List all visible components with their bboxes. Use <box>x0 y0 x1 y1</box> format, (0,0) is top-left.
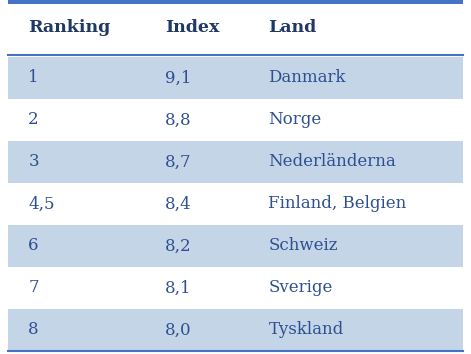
Text: 8,4: 8,4 <box>165 195 192 212</box>
Text: 4,5: 4,5 <box>28 195 55 212</box>
Text: 9,1: 9,1 <box>165 69 191 86</box>
Text: 8,7: 8,7 <box>165 154 192 171</box>
Text: Norge: Norge <box>268 112 322 129</box>
Bar <box>8 99 463 141</box>
Text: Nederländerna: Nederländerna <box>268 154 396 171</box>
Bar <box>8 267 463 309</box>
Text: Land: Land <box>268 19 317 36</box>
Text: Danmark: Danmark <box>268 69 346 86</box>
Text: 8,8: 8,8 <box>165 112 192 129</box>
Bar <box>8 225 463 267</box>
Text: 3: 3 <box>28 154 39 171</box>
Text: Finland, Belgien: Finland, Belgien <box>268 195 407 212</box>
Text: Sverige: Sverige <box>268 280 333 297</box>
Text: Tyskland: Tyskland <box>268 321 344 338</box>
Bar <box>8 0 463 4</box>
Text: 8,1: 8,1 <box>165 280 192 297</box>
Text: 8: 8 <box>28 321 39 338</box>
Text: Index: Index <box>165 19 219 36</box>
Bar <box>8 4 463 52</box>
Bar <box>8 57 463 99</box>
Text: 1: 1 <box>28 69 39 86</box>
Text: 8,0: 8,0 <box>165 321 192 338</box>
Text: Ranking: Ranking <box>28 19 111 36</box>
Bar <box>8 309 463 351</box>
Text: 8,2: 8,2 <box>165 238 192 255</box>
Bar <box>8 141 463 183</box>
Text: 6: 6 <box>28 238 39 255</box>
Bar <box>8 183 463 225</box>
Text: Schweiz: Schweiz <box>268 238 338 255</box>
Text: 7: 7 <box>28 280 39 297</box>
Text: 2: 2 <box>28 112 39 129</box>
